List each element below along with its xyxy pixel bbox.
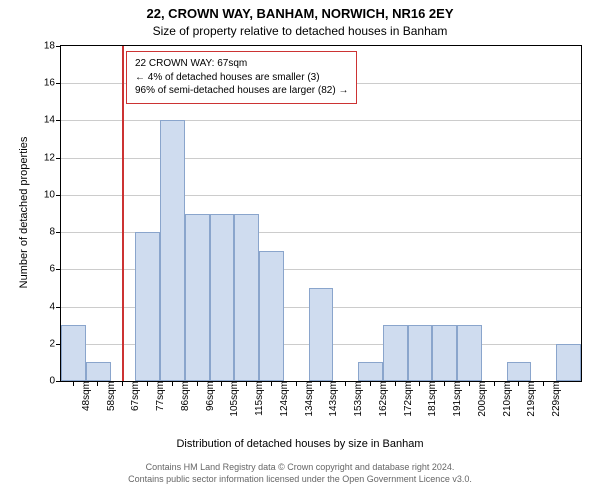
histogram-bar xyxy=(408,325,433,381)
histogram-bar xyxy=(556,344,581,381)
x-tick-label: 219sqm xyxy=(522,381,537,433)
x-tick-label: 181sqm xyxy=(423,381,438,433)
x-tick xyxy=(370,381,371,386)
y-tick-label: 10 xyxy=(44,189,61,200)
x-tick-label: 58sqm xyxy=(102,381,117,433)
y-tick-label: 4 xyxy=(49,301,61,312)
histogram-bar xyxy=(86,362,111,381)
x-tick xyxy=(172,381,173,386)
annotation-line: 22 CROWN WAY: 67sqm xyxy=(135,57,348,71)
x-tick xyxy=(97,381,98,386)
x-tick-label: 210sqm xyxy=(498,381,513,433)
x-tick xyxy=(296,381,297,386)
histogram-bar xyxy=(61,325,86,381)
x-tick xyxy=(122,381,123,386)
histogram-bar xyxy=(135,232,160,381)
x-tick-label: 143sqm xyxy=(324,381,339,433)
footnote-line-2: Contains public sector information licen… xyxy=(0,474,600,486)
x-tick-label: 229sqm xyxy=(547,381,562,433)
y-gridline xyxy=(61,195,581,196)
x-tick-label: 153sqm xyxy=(349,381,364,433)
histogram-bar xyxy=(457,325,482,381)
x-tick-label: 67sqm xyxy=(126,381,141,433)
property-marker-line xyxy=(122,46,124,381)
x-tick-label: 191sqm xyxy=(448,381,463,433)
y-tick-label: 2 xyxy=(49,338,61,349)
x-tick xyxy=(73,381,74,386)
x-tick xyxy=(395,381,396,386)
x-tick-label: 86sqm xyxy=(176,381,191,433)
x-tick xyxy=(221,381,222,386)
x-tick-label: 48sqm xyxy=(77,381,92,433)
y-tick-label: 12 xyxy=(44,152,61,163)
x-tick xyxy=(197,381,198,386)
footnote-line-1: Contains HM Land Registry data © Crown c… xyxy=(0,462,600,474)
x-tick-label: 105sqm xyxy=(225,381,240,433)
y-tick-label: 16 xyxy=(44,78,61,89)
x-tick xyxy=(444,381,445,386)
chart-subtitle: Size of property relative to detached ho… xyxy=(0,24,600,38)
x-tick xyxy=(419,381,420,386)
x-tick xyxy=(320,381,321,386)
chart-title: 22, CROWN WAY, BANHAM, NORWICH, NR16 2EY xyxy=(0,6,600,21)
chart-container: 22, CROWN WAY, BANHAM, NORWICH, NR16 2EY… xyxy=(0,0,600,500)
x-tick xyxy=(246,381,247,386)
histogram-bar xyxy=(432,325,457,381)
histogram-bar xyxy=(507,362,532,381)
x-tick-label: 77sqm xyxy=(151,381,166,433)
histogram-bar xyxy=(259,251,284,381)
x-tick-label: 134sqm xyxy=(300,381,315,433)
histogram-bar xyxy=(210,214,235,382)
plot-area: 02468101214161848sqm58sqm67sqm77sqm86sqm… xyxy=(60,45,582,382)
x-tick xyxy=(271,381,272,386)
histogram-bar xyxy=(185,214,210,382)
x-tick-label: 162sqm xyxy=(374,381,389,433)
y-axis-label: Number of detached properties xyxy=(18,45,30,380)
y-tick-label: 18 xyxy=(44,41,61,52)
x-tick-label: 115sqm xyxy=(250,381,265,433)
x-tick-label: 172sqm xyxy=(399,381,414,433)
y-tick-label: 14 xyxy=(44,115,61,126)
y-tick-label: 6 xyxy=(49,264,61,275)
y-gridline xyxy=(61,158,581,159)
x-tick xyxy=(518,381,519,386)
x-tick xyxy=(147,381,148,386)
x-axis-label: Distribution of detached houses by size … xyxy=(0,438,600,450)
annotation-box: 22 CROWN WAY: 67sqm← 4% of detached hous… xyxy=(126,51,357,104)
histogram-bar xyxy=(160,120,185,381)
x-tick-label: 96sqm xyxy=(201,381,216,433)
y-tick-label: 8 xyxy=(49,227,61,238)
x-tick xyxy=(494,381,495,386)
annotation-line: 96% of semi-detached houses are larger (… xyxy=(135,84,348,98)
footnote: Contains HM Land Registry data © Crown c… xyxy=(0,462,600,485)
x-tick xyxy=(345,381,346,386)
x-tick xyxy=(469,381,470,386)
x-tick-label: 124sqm xyxy=(275,381,290,433)
histogram-bar xyxy=(383,325,408,381)
y-tick-label: 0 xyxy=(49,376,61,387)
histogram-bar xyxy=(234,214,259,382)
x-tick xyxy=(543,381,544,386)
x-tick-label: 200sqm xyxy=(473,381,488,433)
histogram-bar xyxy=(358,362,383,381)
annotation-line: ← 4% of detached houses are smaller (3) xyxy=(135,71,348,85)
y-gridline xyxy=(61,120,581,121)
histogram-bar xyxy=(309,288,334,381)
